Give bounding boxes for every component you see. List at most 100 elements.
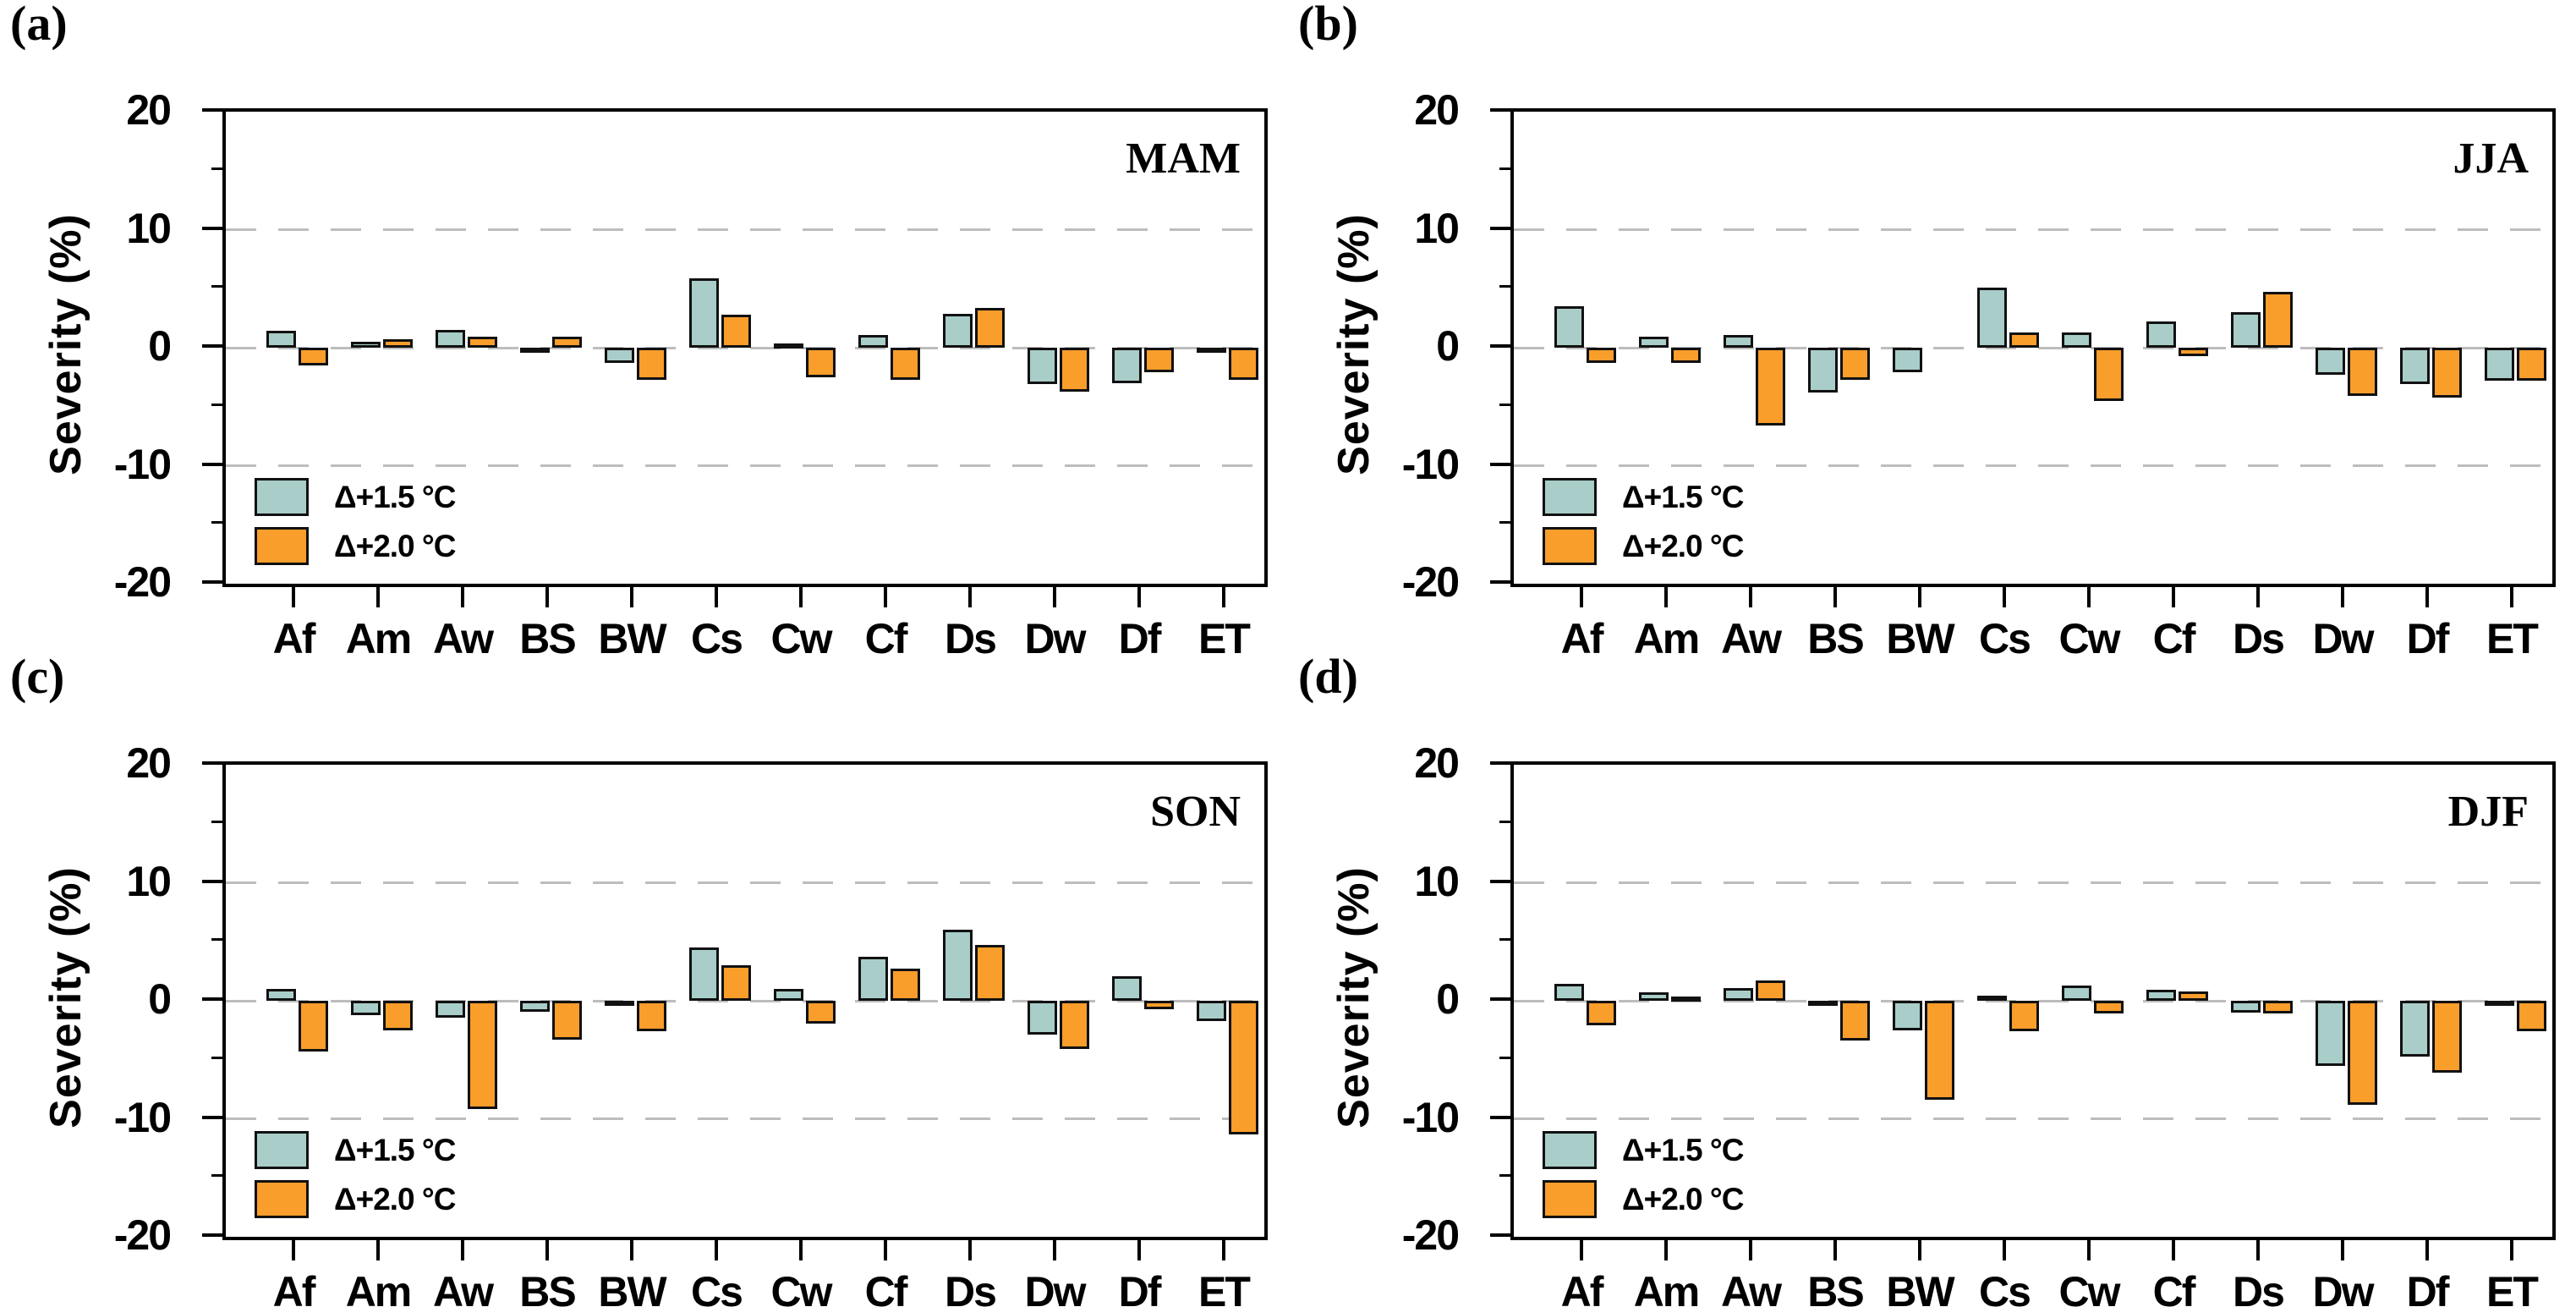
category-label-Cw: Cw bbox=[2058, 615, 2121, 662]
x-tick bbox=[715, 584, 718, 607]
bar-Aw-plus2p0 bbox=[1755, 980, 1785, 1001]
legend-swatch-plus2p0 bbox=[1543, 1180, 1597, 1218]
x-tick bbox=[2172, 1237, 2175, 1260]
bar-ET-plus2p0 bbox=[1228, 348, 1258, 380]
y-major-tick bbox=[202, 344, 226, 348]
y-tick-label: 20 bbox=[126, 86, 172, 134]
gridline--10 bbox=[1514, 1118, 2552, 1120]
bar-Cs-plus2p0 bbox=[2009, 1001, 2039, 1032]
x-tick bbox=[1137, 1237, 1141, 1260]
bar-Ds-plus1p5 bbox=[942, 930, 973, 1001]
x-tick bbox=[2087, 584, 2091, 607]
bar-Ds-plus2p0 bbox=[2262, 1001, 2293, 1014]
gridline-10 bbox=[226, 881, 1264, 884]
x-tick bbox=[1580, 584, 1583, 607]
category-label-Af: Af bbox=[272, 615, 316, 662]
season-title: DJF bbox=[2447, 788, 2529, 836]
y-tick-label: 0 bbox=[1436, 322, 1460, 370]
bar-Aw-plus2p0 bbox=[1755, 348, 1785, 426]
bar-BS-plus1p5 bbox=[1807, 1001, 1838, 1006]
bar-ET-plus2p0 bbox=[1228, 1001, 1258, 1134]
season-title: JJA bbox=[2453, 135, 2529, 183]
bar-ET-plus1p5 bbox=[1196, 1001, 1226, 1021]
x-tick bbox=[1833, 1237, 1837, 1260]
legend: Δ+1.5 °C Δ+2.0 °C bbox=[255, 478, 456, 576]
x-tick bbox=[2510, 1237, 2513, 1260]
x-tick bbox=[1918, 1237, 1921, 1260]
category-label-Ds: Ds bbox=[2233, 1268, 2285, 1307]
legend-label: Δ+2.0 °C bbox=[1622, 528, 1744, 563]
bar-Cs-plus2p0 bbox=[721, 965, 751, 1001]
bar-Df-plus2p0 bbox=[2431, 1001, 2462, 1074]
bar-BW-plus1p5 bbox=[604, 1001, 634, 1006]
x-tick bbox=[545, 584, 549, 607]
y-major-tick bbox=[1490, 1233, 1514, 1237]
y-major-tick bbox=[1490, 108, 1514, 112]
legend-swatch-plus2p0 bbox=[255, 1180, 309, 1218]
bar-Af-plus2p0 bbox=[1586, 348, 1616, 364]
category-label-Aw: Aw bbox=[432, 615, 494, 662]
x-tick bbox=[884, 584, 887, 607]
category-label-Dw: Dw bbox=[1024, 1268, 1087, 1307]
y-minor-tick bbox=[211, 167, 226, 170]
x-tick bbox=[1833, 584, 1837, 607]
y-minor-tick bbox=[1499, 285, 1514, 288]
x-tick bbox=[2256, 584, 2260, 607]
category-label-Am: Am bbox=[345, 615, 413, 662]
category-label-Aw: Aw bbox=[1720, 615, 1782, 662]
y-minor-tick bbox=[211, 403, 226, 406]
y-tick-label: -10 bbox=[1401, 1093, 1460, 1141]
bar-Cf-plus2p0 bbox=[2178, 991, 2208, 1001]
y-minor-tick bbox=[211, 1174, 226, 1178]
legend-label: Δ+1.5 °C bbox=[334, 479, 456, 514]
legend-swatch-plus1p5 bbox=[255, 1131, 309, 1169]
gridline-0 bbox=[1514, 346, 2552, 349]
x-tick bbox=[1222, 1237, 1225, 1260]
bar-Cs-plus1p5 bbox=[688, 947, 719, 1001]
category-label-Dw: Dw bbox=[2312, 615, 2375, 662]
bar-Cw-plus1p5 bbox=[2061, 332, 2091, 348]
y-major-tick bbox=[1490, 997, 1514, 1001]
legend-label: Δ+1.5 °C bbox=[1622, 479, 1744, 514]
bar-Cs-plus1p5 bbox=[1976, 287, 2007, 348]
x-tick bbox=[2087, 1237, 2091, 1260]
x-tick bbox=[1053, 1237, 1056, 1260]
x-tick bbox=[2172, 584, 2175, 607]
y-major-tick bbox=[202, 761, 226, 765]
legend: Δ+1.5 °C Δ+2.0 °C bbox=[1543, 1131, 1744, 1229]
bar-Df-plus2p0 bbox=[2431, 348, 2462, 398]
bar-Am-plus2p0 bbox=[382, 339, 413, 348]
y-major-tick bbox=[202, 879, 226, 883]
y-minor-tick bbox=[211, 938, 226, 942]
bar-Cf-plus1p5 bbox=[2146, 321, 2176, 348]
plot-area: JJA Δ+1.5 °C Δ+2.0 °C bbox=[1510, 108, 2556, 587]
x-tick bbox=[1053, 584, 1056, 607]
legend-swatch-plus2p0 bbox=[1543, 527, 1597, 565]
bar-Af-plus1p5 bbox=[1554, 306, 1584, 348]
y-major-tick bbox=[1490, 580, 1514, 584]
bar-Cw-plus2p0 bbox=[805, 1001, 836, 1024]
y-tick-label: 20 bbox=[126, 739, 172, 787]
x-tick bbox=[968, 1237, 972, 1260]
bar-Cs-plus1p5 bbox=[688, 277, 719, 348]
category-label-Aw: Aw bbox=[1720, 1268, 1782, 1307]
x-tick bbox=[630, 584, 633, 607]
y-major-tick bbox=[202, 997, 226, 1001]
category-label-Cw: Cw bbox=[770, 1268, 833, 1307]
bar-ET-plus1p5 bbox=[1196, 348, 1226, 353]
legend-swatch-plus1p5 bbox=[1543, 1131, 1597, 1169]
y-major-tick bbox=[202, 226, 226, 230]
y-tick-label: 20 bbox=[1414, 86, 1460, 134]
category-label-Ds: Ds bbox=[945, 1268, 997, 1307]
category-label-BW: BW bbox=[598, 1268, 666, 1307]
y-minor-tick bbox=[1499, 167, 1514, 170]
panel-letter: (c) bbox=[10, 649, 65, 704]
panel-mam: (a) Severity (%) MAM Δ+1.5 °C Δ+2.0 °C 20 10 0-… bbox=[0, 0, 1288, 662]
legend-label: Δ+2.0 °C bbox=[1622, 1181, 1744, 1216]
bar-Cw-plus1p5 bbox=[773, 989, 803, 1001]
bar-Cs-plus2p0 bbox=[721, 314, 751, 348]
y-tick-label: -20 bbox=[113, 1211, 172, 1259]
legend-label: Δ+1.5 °C bbox=[1622, 1132, 1744, 1167]
category-label-Af: Af bbox=[1560, 615, 1604, 662]
y-minor-tick bbox=[1499, 521, 1514, 524]
